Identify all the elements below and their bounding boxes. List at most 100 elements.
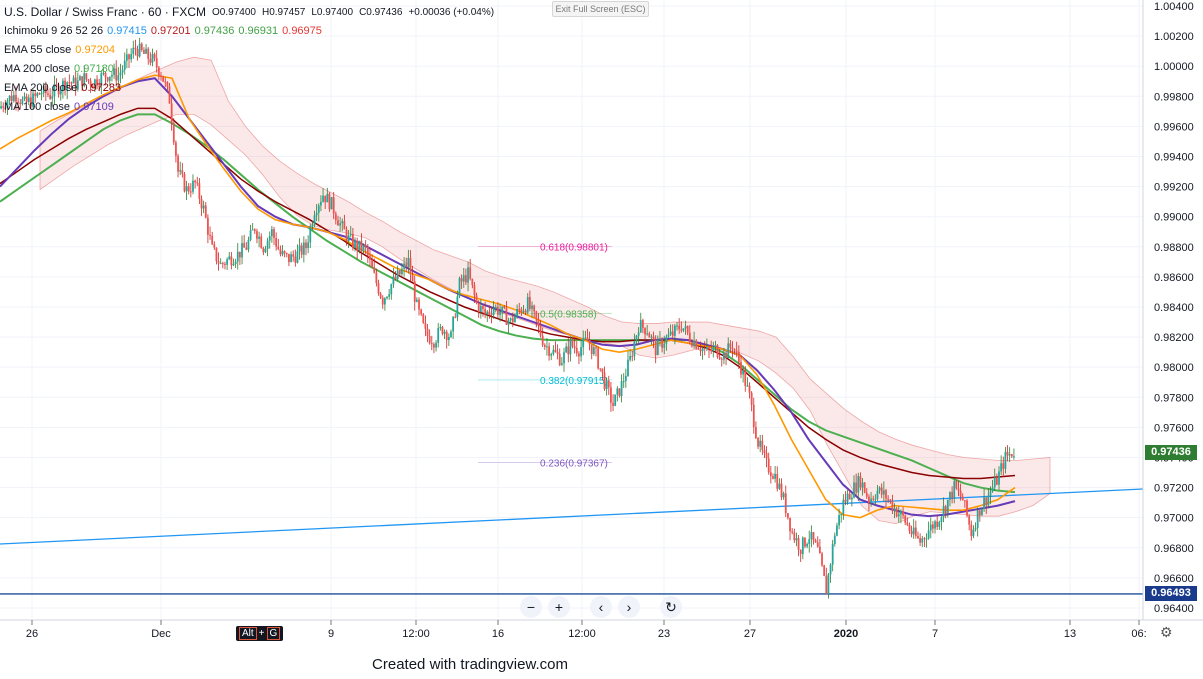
candle-body	[1010, 454, 1013, 457]
legend-indicator-row[interactable]: MA 200 close 0.97180	[4, 60, 496, 79]
candle-body	[166, 82, 169, 87]
candle-body	[929, 524, 932, 531]
price-tick-label: 0.99200	[1154, 182, 1194, 194]
candle-body	[784, 493, 787, 514]
exit-fullscreen-button[interactable]: Exit Full Screen (ESC)	[552, 1, 649, 17]
candle-body	[21, 98, 24, 104]
candle-body	[499, 311, 501, 315]
support-price-tag: 0.96493	[1145, 586, 1197, 602]
candle-body	[433, 344, 435, 348]
legend-indicator-row[interactable]: EMA 55 close 0.97204	[4, 41, 496, 60]
candle-body	[445, 331, 448, 341]
candle-body	[850, 497, 853, 500]
candle-body	[85, 73, 88, 80]
candle-body	[565, 346, 568, 353]
candle-body	[868, 496, 870, 504]
candle-body	[187, 186, 190, 192]
candle-body	[953, 481, 956, 498]
candle-body	[816, 542, 819, 547]
zoom-out-button[interactable]: −	[520, 596, 542, 618]
candle-body	[914, 527, 917, 536]
candle-body	[89, 80, 92, 86]
zoom-in-button[interactable]: +	[548, 596, 570, 618]
candle-body	[637, 332, 640, 336]
candle-body	[268, 236, 271, 241]
scroll-right-button[interactable]: ›	[618, 596, 640, 618]
candle-body	[742, 370, 745, 375]
candle-body	[541, 335, 544, 345]
candle-body	[831, 543, 834, 565]
time-tick-label: 12:00	[402, 628, 430, 640]
candle-body	[571, 339, 574, 347]
candle-body	[253, 229, 256, 232]
scroll-left-button[interactable]: ‹	[590, 596, 612, 618]
fib-level-label: 0.382(0.97915)	[540, 376, 608, 387]
time-tick-label: 13	[1064, 628, 1076, 640]
price-tick-label: 0.99600	[1154, 121, 1194, 133]
time-tick-label: 7	[932, 628, 938, 640]
candle-body	[827, 574, 830, 595]
reset-chart-button[interactable]: ↻	[660, 596, 682, 618]
candle-body	[38, 93, 41, 95]
candle-body	[366, 246, 369, 256]
candle-body	[893, 508, 896, 511]
candle-body	[880, 487, 883, 495]
ema55-line	[0, 74, 1016, 519]
candle-body	[650, 336, 653, 338]
candle-body	[678, 325, 681, 330]
candle-body	[339, 223, 342, 226]
candle-body	[697, 348, 700, 350]
candle-body	[328, 193, 331, 210]
candle-body	[812, 532, 815, 541]
candle-body	[407, 258, 410, 268]
candle-body	[413, 281, 416, 302]
candle-body	[332, 197, 335, 214]
legend-indicator-row[interactable]: Ichimoku 9 26 52 26 0.97415 0.97201 0.97436…	[4, 22, 496, 41]
candle-body	[358, 240, 361, 251]
indicator-value: 0.96931	[238, 25, 279, 37]
candle-body	[19, 102, 22, 104]
candle-body	[925, 538, 928, 540]
candle-body	[215, 247, 218, 262]
candle-body	[25, 96, 28, 102]
candle-body	[443, 331, 446, 334]
candle-body	[648, 333, 651, 338]
time-tick-label: 12:00	[568, 628, 596, 640]
candle-body	[168, 86, 171, 104]
candle-body	[629, 356, 632, 360]
candle-body	[217, 261, 220, 264]
candle-body	[221, 263, 224, 265]
candle-body	[575, 347, 578, 354]
candle-body	[789, 517, 791, 532]
candle-body	[211, 235, 214, 245]
price-tick-label: 0.97000	[1154, 513, 1194, 525]
candle-body	[497, 306, 499, 315]
last-price-tag: 0.97436	[1145, 444, 1197, 460]
candle-body	[266, 240, 269, 249]
candle-body	[108, 76, 111, 81]
candle-body	[878, 487, 881, 491]
candle-body	[507, 320, 510, 325]
candle-body	[586, 337, 589, 340]
indicator-value: 0.97201	[150, 25, 191, 37]
candle-body	[569, 339, 572, 355]
legend-indicator-row[interactable]: EMA 200 close 0.97283	[4, 79, 496, 98]
candle-body	[200, 198, 203, 209]
goto-date-shortcut[interactable]: Alt + G	[236, 626, 284, 641]
candle-body	[356, 240, 359, 251]
gear-icon[interactable]: ⚙	[1160, 624, 1173, 640]
candle-body	[471, 278, 474, 286]
candle-body	[260, 236, 263, 249]
candle-body	[838, 515, 840, 526]
candle-body	[117, 75, 120, 81]
indicator-value: 0.97204	[75, 44, 116, 56]
candle-body	[791, 531, 794, 533]
legend-indicator-row[interactable]: MA 100 close 0.97109	[4, 98, 496, 117]
candle-body	[846, 493, 849, 502]
candle-body	[364, 245, 367, 247]
candle-body	[949, 491, 951, 500]
candle-body	[160, 75, 162, 77]
candle-body	[552, 349, 555, 355]
candle-body	[100, 73, 103, 86]
